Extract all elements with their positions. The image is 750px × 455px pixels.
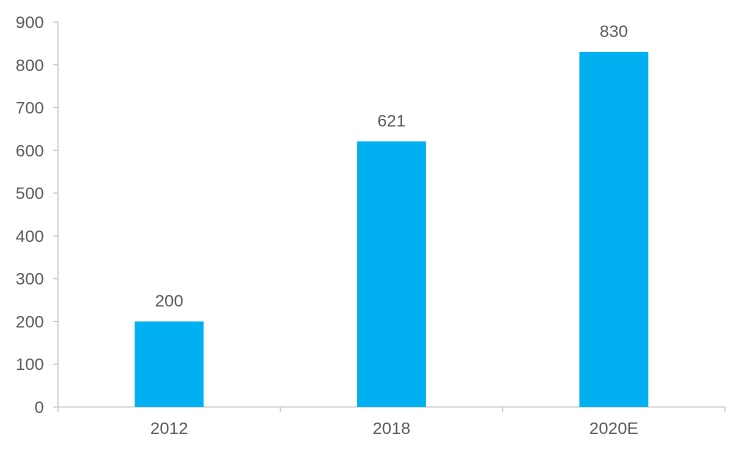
y-tick-label: 900 [16, 13, 44, 32]
y-tick-label: 800 [16, 56, 44, 75]
x-axis: 2012 2018 2020E [57, 406, 726, 438]
y-tick-label: 500 [16, 184, 44, 203]
x-tick-label: 2020E [589, 419, 638, 438]
bars [134, 51, 649, 407]
x-tick-label: 2012 [150, 419, 188, 438]
x-tick-label: 2018 [373, 419, 411, 438]
bar-2018 [357, 141, 426, 407]
data-label: 200 [155, 291, 183, 310]
y-axis: 0 100 200 300 400 500 600 700 800 900 [16, 13, 59, 417]
bar-2012 [134, 321, 204, 407]
data-labels: 200 621 830 [155, 22, 628, 311]
y-tick-label: 600 [16, 141, 44, 160]
y-tick-label: 400 [16, 227, 44, 246]
y-tick-label: 700 [16, 99, 44, 118]
y-tick-label: 0 [35, 398, 44, 417]
bar-2020e [579, 51, 649, 407]
y-tick-label: 100 [16, 355, 44, 374]
data-label: 830 [600, 22, 628, 41]
y-tick-label: 300 [16, 270, 44, 289]
data-label: 621 [377, 111, 405, 130]
y-tick-label: 200 [16, 312, 44, 331]
